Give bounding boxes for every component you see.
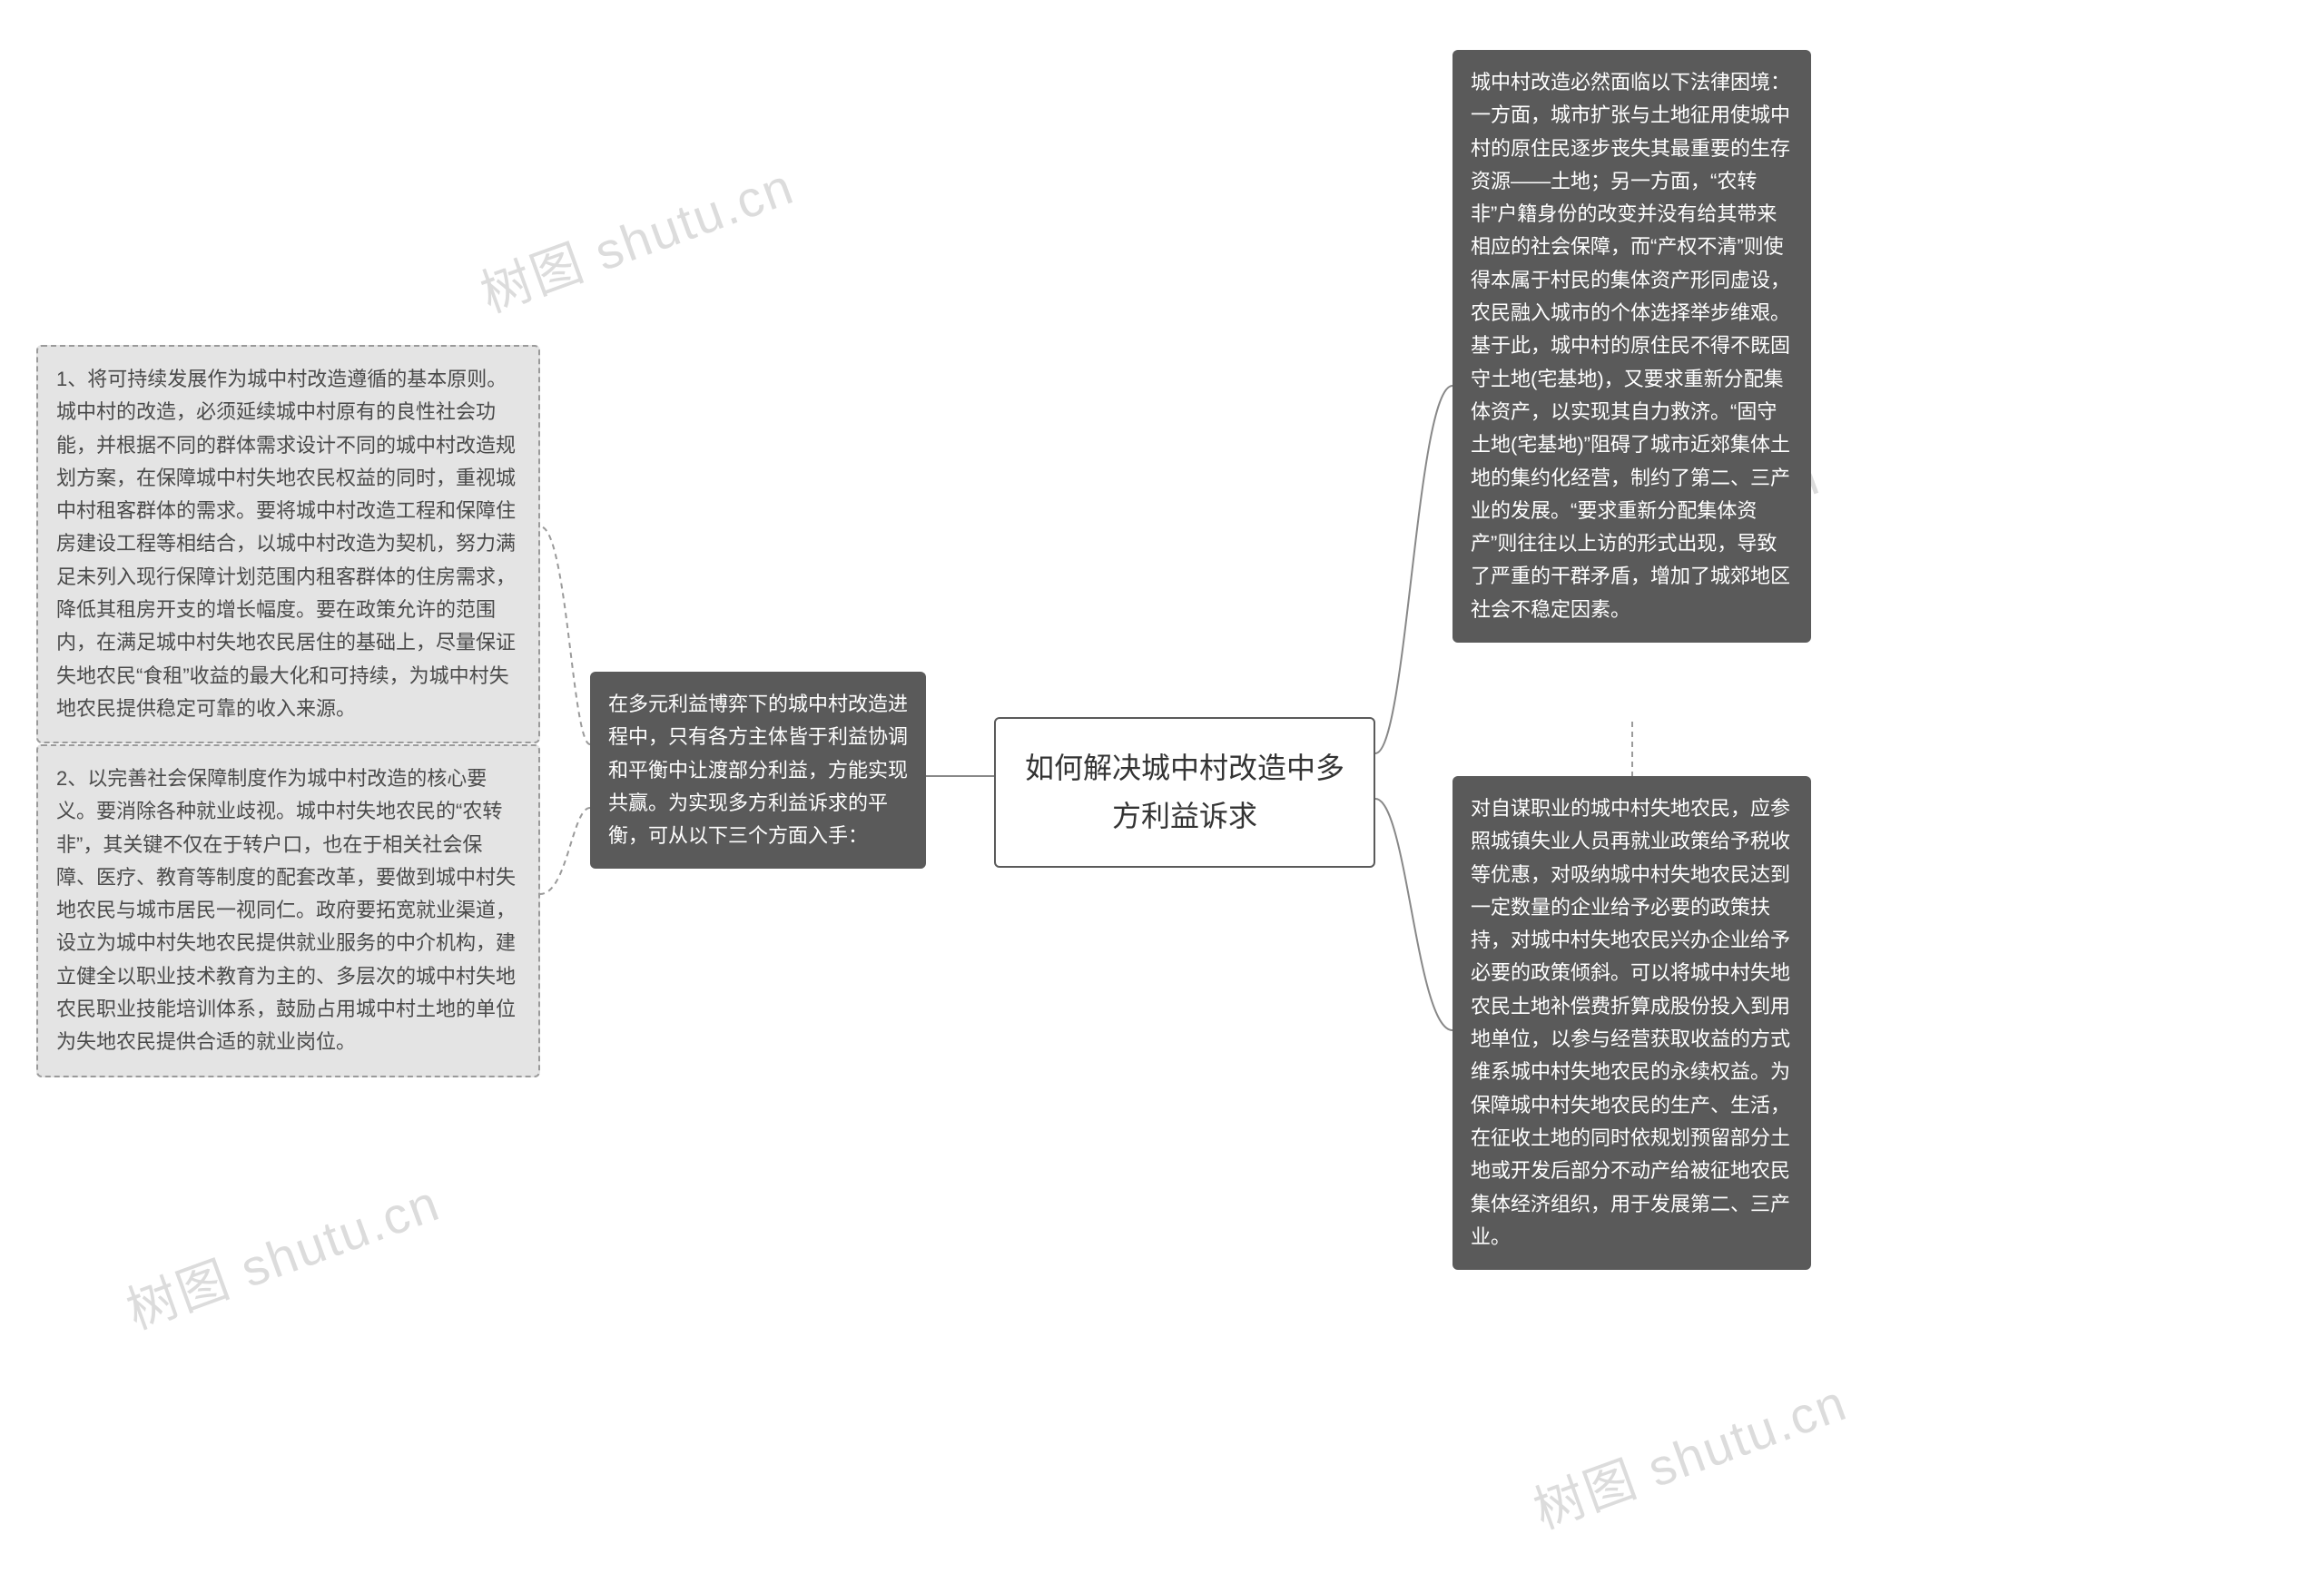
right-detail-node-2: 对自谋职业的城中村失地农民，应参照城镇失业人员再就业政策给予税收等优惠，对吸纳城…: [1452, 776, 1811, 1270]
left-detail-node-1: 1、将可持续发展作为城中村改造遵循的基本原则。城中村的改造，必须延续城中村原有的…: [36, 345, 540, 743]
right-detail-node-1: 城中村改造必然面临以下法律困境：一方面，城市扩张与土地征用使城中村的原住民逐步丧…: [1452, 50, 1811, 643]
left-detail-node-2: 2、以完善社会保障制度作为城中村改造的核心要义。要消除各种就业歧视。城中村失地农…: [36, 744, 540, 1077]
watermark: 树图 shutu.cn: [115, 1163, 448, 1344]
center-topic: 如何解决城中村改造中多方利益诉求: [994, 717, 1375, 868]
watermark: 树图 shutu.cn: [469, 146, 803, 328]
left-summary-node: 在多元利益博弈下的城中村改造进程中，只有各方主体皆于利益协调和平衡中让渡部分利益…: [590, 672, 926, 869]
watermark: 树图 shutu.cn: [1522, 1362, 1856, 1544]
